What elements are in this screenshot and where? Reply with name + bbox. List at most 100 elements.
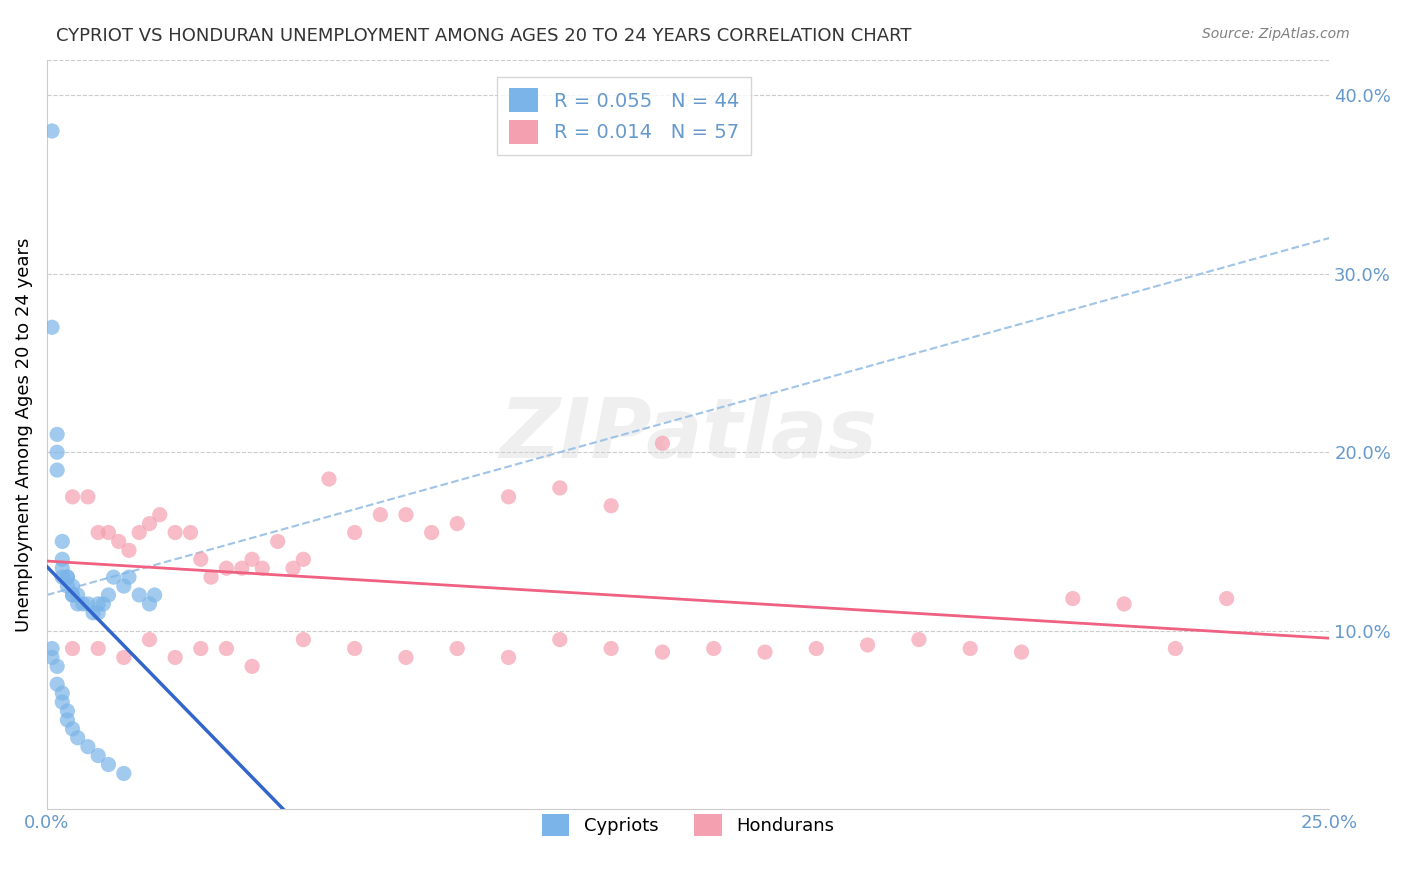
Point — [395, 508, 418, 522]
Point — [51, 552, 73, 566]
Point — [180, 525, 202, 540]
Point — [267, 534, 290, 549]
Point — [190, 552, 212, 566]
Point — [908, 632, 931, 647]
Point — [165, 525, 187, 540]
Point — [87, 606, 110, 620]
Point — [87, 525, 110, 540]
Point — [77, 490, 100, 504]
Point — [82, 606, 104, 620]
Point — [72, 597, 94, 611]
Point — [56, 579, 79, 593]
Point — [754, 645, 776, 659]
Y-axis label: Unemployment Among Ages 20 to 24 years: Unemployment Among Ages 20 to 24 years — [15, 237, 32, 632]
Point — [112, 650, 135, 665]
Point — [703, 641, 725, 656]
Text: CYPRIOT VS HONDURAN UNEMPLOYMENT AMONG AGES 20 TO 24 YEARS CORRELATION CHART: CYPRIOT VS HONDURAN UNEMPLOYMENT AMONG A… — [56, 27, 911, 45]
Point — [66, 597, 89, 611]
Point — [46, 677, 69, 691]
Point — [600, 641, 623, 656]
Point — [498, 490, 520, 504]
Point — [1112, 597, 1135, 611]
Point — [651, 645, 673, 659]
Point — [959, 641, 981, 656]
Point — [548, 632, 571, 647]
Point — [128, 588, 150, 602]
Point — [215, 561, 238, 575]
Point — [343, 641, 366, 656]
Point — [292, 632, 315, 647]
Point — [66, 588, 89, 602]
Point — [97, 525, 120, 540]
Point — [138, 632, 160, 647]
Point — [97, 757, 120, 772]
Point — [200, 570, 222, 584]
Point — [87, 641, 110, 656]
Point — [46, 427, 69, 442]
Point — [368, 508, 391, 522]
Point — [41, 641, 63, 656]
Point — [112, 766, 135, 780]
Point — [51, 534, 73, 549]
Point — [87, 597, 110, 611]
Point — [446, 516, 468, 531]
Point — [1062, 591, 1084, 606]
Point — [395, 650, 418, 665]
Point — [62, 579, 84, 593]
Point — [46, 445, 69, 459]
Point — [41, 124, 63, 138]
Point — [107, 534, 129, 549]
Point — [62, 588, 84, 602]
Point — [87, 748, 110, 763]
Point — [806, 641, 828, 656]
Point — [1215, 591, 1237, 606]
Point — [97, 588, 120, 602]
Point — [143, 588, 166, 602]
Legend: Cypriots, Hondurans: Cypriots, Hondurans — [533, 805, 844, 845]
Point — [651, 436, 673, 450]
Point — [281, 561, 304, 575]
Point — [41, 320, 63, 334]
Point — [103, 570, 125, 584]
Point — [62, 490, 84, 504]
Point — [343, 525, 366, 540]
Point — [51, 561, 73, 575]
Point — [252, 561, 274, 575]
Point — [46, 463, 69, 477]
Point — [66, 731, 89, 745]
Point — [41, 650, 63, 665]
Point — [118, 543, 141, 558]
Point — [856, 638, 879, 652]
Point — [51, 686, 73, 700]
Point — [498, 650, 520, 665]
Point — [56, 570, 79, 584]
Point — [51, 695, 73, 709]
Point — [231, 561, 253, 575]
Point — [1164, 641, 1187, 656]
Point — [138, 516, 160, 531]
Point — [56, 713, 79, 727]
Text: ZIPatlas: ZIPatlas — [499, 394, 877, 475]
Point — [62, 722, 84, 736]
Point — [420, 525, 443, 540]
Point — [112, 579, 135, 593]
Point — [77, 739, 100, 754]
Point — [128, 525, 150, 540]
Point — [51, 570, 73, 584]
Point — [446, 641, 468, 656]
Point — [190, 641, 212, 656]
Point — [215, 641, 238, 656]
Point — [1011, 645, 1033, 659]
Point — [165, 650, 187, 665]
Point — [138, 597, 160, 611]
Point — [46, 659, 69, 673]
Point — [600, 499, 623, 513]
Point — [62, 641, 84, 656]
Point — [240, 659, 263, 673]
Point — [56, 704, 79, 718]
Point — [149, 508, 172, 522]
Point — [62, 588, 84, 602]
Point — [240, 552, 263, 566]
Point — [118, 570, 141, 584]
Point — [56, 570, 79, 584]
